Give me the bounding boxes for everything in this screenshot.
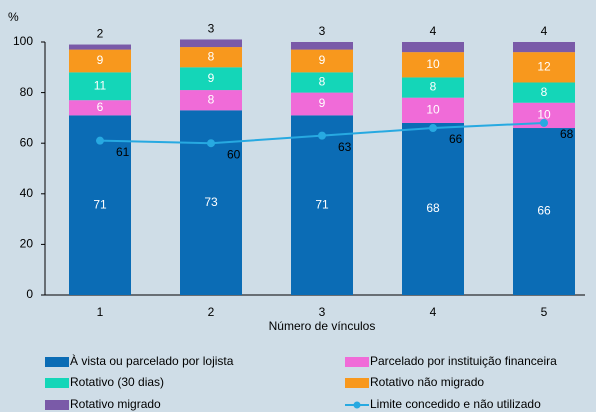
bar-segment (180, 90, 242, 111)
y-tick-label: 0 (26, 287, 33, 301)
bar-segment (291, 72, 353, 93)
bar-segment (69, 115, 131, 296)
bar-segment (291, 92, 353, 116)
legend-label: Limite concedido e não utilizado (370, 397, 541, 411)
data-label: 8 (208, 49, 215, 63)
bar-segment (69, 44, 131, 50)
line-point (429, 124, 437, 133)
line-point (540, 118, 548, 127)
legend-label: À vista ou parcelado por lojista (70, 353, 234, 368)
line-label: 61 (116, 145, 130, 159)
bar-segment (69, 100, 131, 116)
bar-segment (180, 67, 242, 91)
data-label: 12 (537, 59, 551, 73)
x-tick-label: 4 (430, 305, 437, 319)
data-label: 73 (204, 195, 218, 209)
y-tick-label: 60 (20, 135, 34, 149)
data-label: 3 (208, 22, 215, 36)
x-axis-title: Número de vínculos (269, 319, 376, 333)
line-label: 66 (449, 132, 463, 146)
bar-segment (402, 97, 464, 123)
data-label: 10 (537, 108, 551, 122)
data-label: 71 (315, 197, 329, 211)
bar-segment (513, 42, 575, 53)
y-tick-label: 100 (13, 34, 33, 48)
bar-segment (513, 52, 575, 83)
data-label: 66 (537, 204, 551, 218)
legend-dot (353, 401, 361, 409)
line-label: 63 (338, 140, 352, 154)
x-tick-label: 5 (541, 305, 548, 319)
y-tick-label: 40 (20, 186, 34, 200)
legend-swatch (345, 378, 369, 388)
bar-segment (513, 82, 575, 103)
data-label: 8 (319, 75, 326, 89)
data-label: 10 (426, 57, 440, 71)
data-label: 9 (319, 53, 326, 67)
data-label: 2 (97, 27, 104, 41)
data-label: 9 (208, 71, 215, 85)
data-label: 10 (426, 102, 440, 116)
data-label: 71 (93, 197, 107, 211)
bar-segment (291, 115, 353, 296)
bar-segment (402, 77, 464, 98)
data-label: 4 (541, 24, 548, 38)
bar-segment (180, 47, 242, 68)
legend-swatch (45, 400, 69, 410)
data-label: 6 (97, 100, 104, 114)
data-label: 4 (430, 24, 437, 38)
x-tick-label: 3 (319, 305, 326, 319)
data-label: 8 (208, 92, 215, 106)
y-tick-label: 80 (20, 85, 34, 99)
data-label: 8 (541, 85, 548, 99)
data-label: 9 (319, 96, 326, 110)
bar-segment (291, 42, 353, 50)
line-label: 60 (227, 147, 241, 161)
bar-segment (402, 52, 464, 78)
legend-label: Parcelado por instituição financeira (370, 354, 557, 368)
bar-segment (402, 122, 464, 296)
legend-swatch (345, 357, 369, 367)
line-point (318, 131, 326, 140)
line-point (207, 139, 215, 148)
y-tick-label: 20 (20, 237, 34, 251)
bar-segment (69, 49, 131, 73)
legend-label: Rotativo (30 dias) (70, 375, 164, 389)
bar-segment (69, 72, 131, 101)
bar-segment (513, 128, 575, 295)
legend-swatch (45, 378, 69, 388)
legend-swatch (45, 357, 69, 367)
data-label: 11 (94, 78, 107, 92)
legend-label: Rotativo não migrado (370, 375, 484, 389)
bar-segment (180, 39, 242, 48)
x-tick-label: 1 (97, 305, 104, 319)
x-tick-label: 2 (208, 305, 215, 319)
y-unit: % (8, 10, 19, 24)
data-label: 3 (319, 24, 326, 38)
legend-label: Rotativo migrado (70, 397, 161, 411)
data-label: 8 (430, 80, 437, 94)
line-label: 68 (560, 127, 574, 141)
data-label: 68 (426, 201, 440, 215)
data-label: 9 (97, 53, 104, 67)
bar-segment (291, 49, 353, 73)
line-point (96, 136, 104, 145)
bar-segment (402, 42, 464, 53)
